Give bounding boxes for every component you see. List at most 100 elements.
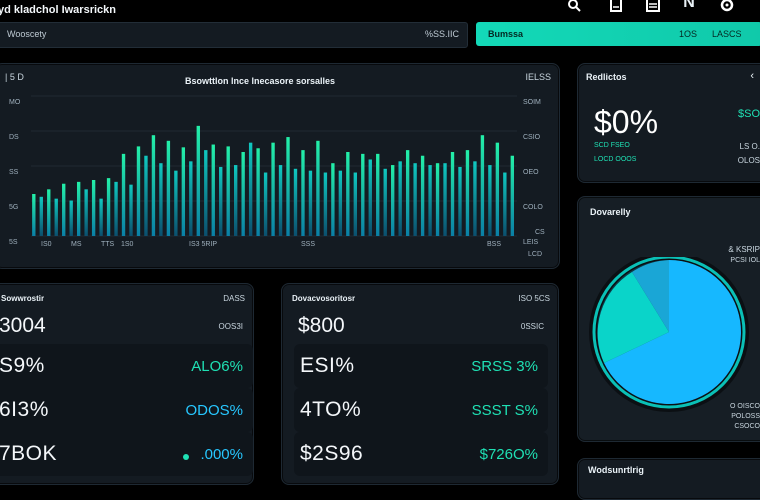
chart-bottom-right: LCD [528,251,542,258]
mid-row-3[interactable]: $2S96 $726O% [294,432,548,476]
bar [219,166,223,236]
left-stats-panel: Sowwrostir DASS 3004 OOS3I S9% ALO6% 6I3… [0,283,254,485]
kpi-right-bottom: LS O. [739,142,760,151]
left-stats-title: Sowwrostir [1,294,45,303]
search-suffix: %SS.IIC [424,29,459,39]
bar [47,189,51,236]
bottom-right-panel: Wodsunrtlrig [577,458,760,500]
app-title: yd kladchol Iwarsrickn [0,4,116,16]
bar [338,170,343,236]
search-bar[interactable]: Wooscety %SS.IIC [0,22,468,48]
bar [361,153,365,236]
bar [510,155,515,236]
pie-label3: O OISCO [730,403,760,410]
bar [204,150,208,236]
mid-row-2-change: SSST S% [471,402,538,419]
left-row-3[interactable]: 7BOK .000% [0,432,253,476]
y-tick-right: SOIM [523,99,541,106]
bar [278,165,283,236]
bar [39,196,43,236]
bar [233,165,238,236]
y-tick-right: CSIO [523,134,541,141]
bar [189,161,193,236]
y-tick-left: 5S [9,239,18,246]
bar [54,198,58,236]
search-input[interactable]: Wooscety [7,29,47,39]
kpi-value: $0% [594,104,659,140]
bar [256,148,260,236]
pie-label1: & KSRIP [728,245,760,254]
bar [420,155,425,236]
bar [211,144,215,236]
mid-big-right: 0SSIC [520,322,544,331]
bar [166,140,171,236]
pie-slice-main [604,260,741,404]
bar [458,166,462,236]
x-tick: TTS [101,241,115,248]
y-tick-right: LEIS [523,239,539,246]
mid-row-2[interactable]: 4TO% SSST S% [294,388,548,432]
x-tick: SSS [301,241,315,248]
pie-title: Dovarelly [590,207,631,217]
search-icon[interactable] [563,0,585,16]
mid-row-1-change: SRSS 3% [471,358,538,375]
bar [99,198,103,236]
bar [480,135,485,236]
mid-stats-title: Dovacvosoritosr [292,294,356,303]
bar [226,146,230,236]
left-row-2-value: 6I3% [0,398,49,421]
bar [495,142,500,236]
kpi-close-icon[interactable]: ‹ [750,70,754,82]
bar [413,163,417,236]
kpi-right-top: $SO [737,108,760,120]
pie-panel: Dovarelly & KSRIP PCSI IOL O OISCO POLOS… [577,196,760,442]
bar [331,163,335,236]
bar [443,163,447,236]
bold-n-icon[interactable]: N [683,0,695,11]
settings-icon[interactable] [716,0,738,16]
bar [241,152,245,236]
list-icon[interactable] [642,0,664,16]
bar [69,200,73,236]
bar [391,165,395,236]
chart-panel: | 5 D Bsowttlon lnce lnecasore sorsalles… [0,63,560,269]
y-tick-right: COLO [523,204,543,211]
chart-top-right: IELSS [525,72,551,82]
left-big-value: 3004 [0,314,46,337]
kpi-panel: Redlictos ‹ $0% $SO SCD FSEO LOCD OOOS L… [577,63,760,183]
left-row-1[interactable]: S9% ALO6% [0,344,253,388]
bar [271,142,275,236]
bar [316,140,320,236]
left-row-2-change: ODOS% [185,402,243,419]
bar [308,170,313,236]
y-tick-left: DS [9,134,19,141]
bar [151,135,156,236]
accent-button-value1: 1OS [679,29,698,39]
bar [181,147,186,236]
accent-button[interactable]: Bumssa 1OS LASCS [476,22,760,46]
kpi-sub-label: SCD FSEO [594,142,630,149]
y-tick-left: SS [9,169,19,176]
left-row-1-change: ALO6% [191,358,243,375]
bar [76,181,81,236]
bar [263,172,268,236]
bar [428,165,432,236]
bar [159,163,163,236]
y-tick-right: OEO [523,169,539,176]
mid-row-1[interactable]: ESI% SRSS 3% [294,344,548,388]
bar [503,172,507,236]
document-icon[interactable] [605,0,627,16]
left-row-2[interactable]: 6I3% ODOS% [0,388,253,432]
bar [473,161,477,236]
bar [368,159,372,236]
bar [435,163,440,236]
bar [450,152,455,236]
bottom-right-title: Wodsunrtlrig [588,465,644,475]
bar [129,184,133,236]
mid-stats-title-right: ISO 5CS [518,294,550,303]
pie-ring-glow [592,257,746,409]
left-row-1-value: S9% [0,354,45,377]
bar [346,152,350,236]
bar [376,153,380,236]
mid-big-value: $800 [298,314,345,337]
